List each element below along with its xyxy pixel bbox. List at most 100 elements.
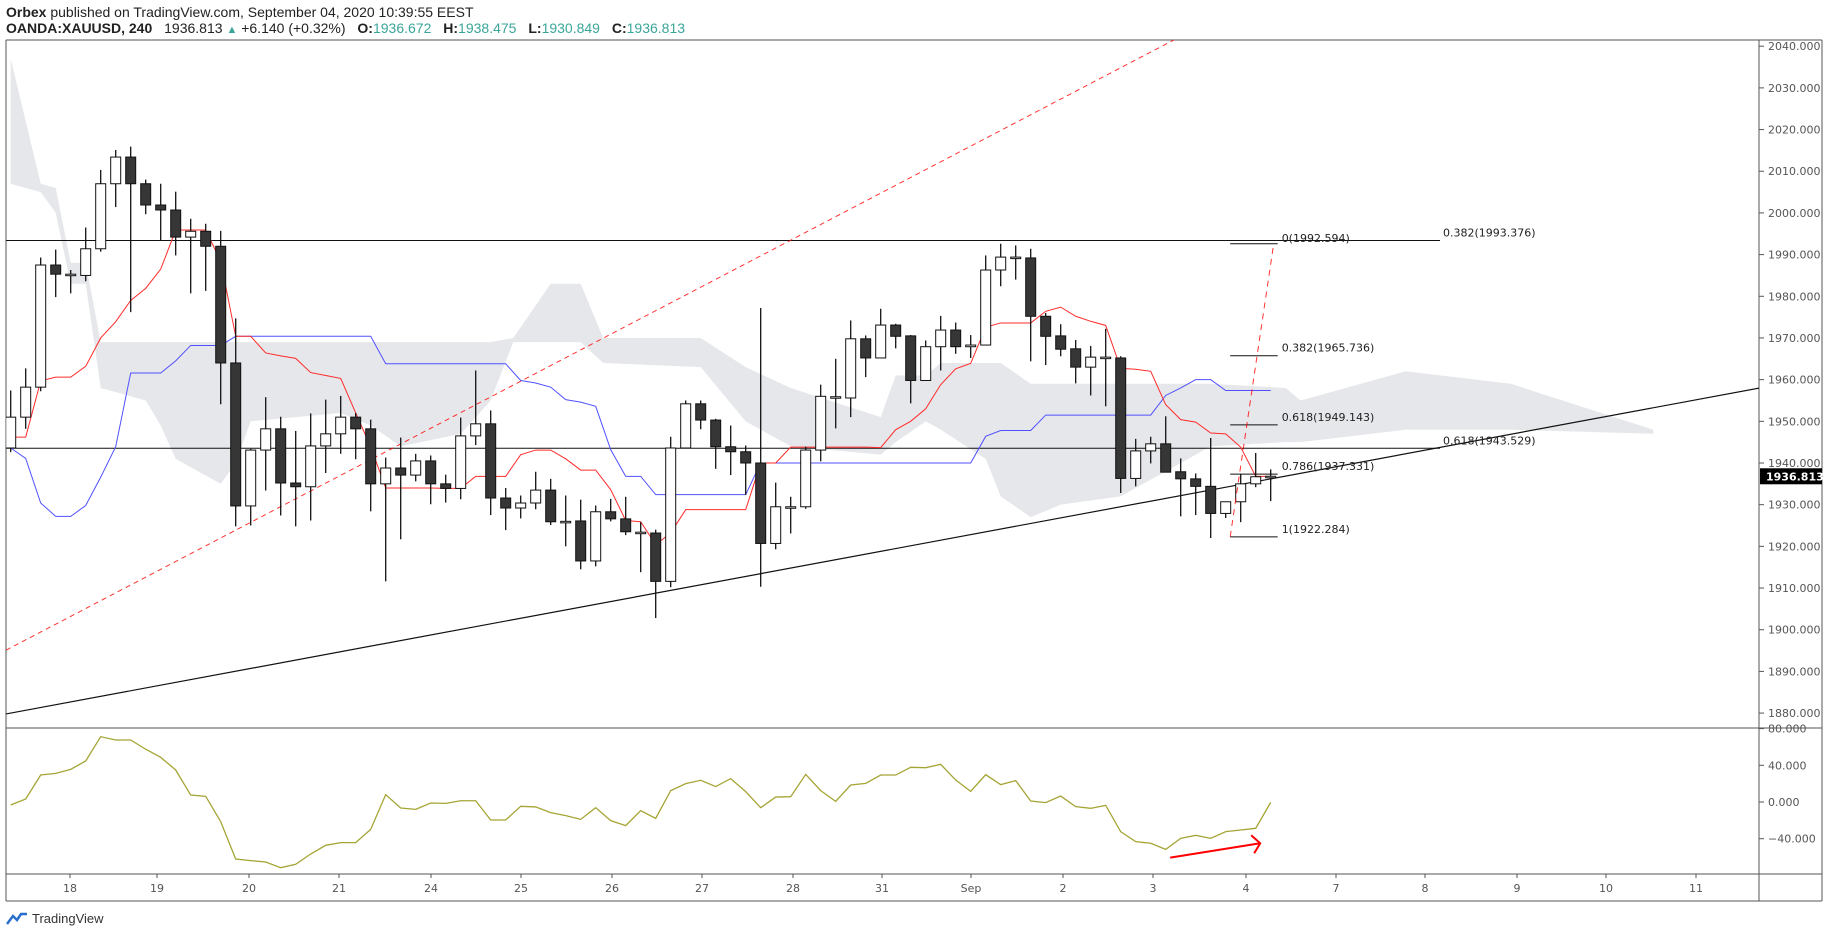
candle <box>200 223 212 291</box>
price-axis-label: 2010.000 <box>1768 165 1821 178</box>
time-axis-label: 20 <box>242 882 256 895</box>
symbol-legend: OANDA:XAUUSD, 240 1936.813 ▲ +6.140 (+0.… <box>6 20 685 36</box>
candle <box>320 399 332 474</box>
price-axis-label: 1930.000 <box>1768 499 1821 512</box>
candle-body <box>200 230 212 247</box>
candle <box>110 149 122 208</box>
candle <box>80 227 92 282</box>
candle-body <box>125 156 137 185</box>
candle-body <box>1175 471 1187 480</box>
time-axis-label: 9 <box>1514 882 1521 895</box>
candle-body <box>1205 485 1217 514</box>
candle <box>1235 473 1247 523</box>
candle-body <box>1160 443 1172 473</box>
price-axis-label: 1920.000 <box>1768 540 1821 553</box>
high-label: H: <box>443 20 459 36</box>
candle <box>980 255 992 346</box>
candle-body <box>680 403 692 449</box>
candle <box>185 218 197 294</box>
candle <box>1190 473 1202 516</box>
time-axis-label: 7 <box>1333 882 1340 895</box>
candle <box>1145 436 1157 464</box>
candle-body <box>35 264 47 388</box>
candle <box>890 323 902 349</box>
candle-body <box>1040 315 1052 337</box>
candle <box>965 335 977 358</box>
candle <box>260 397 272 491</box>
candle-body <box>1190 478 1202 487</box>
candle-body <box>455 435 467 489</box>
candle <box>1250 452 1262 488</box>
candle <box>275 416 287 516</box>
candle <box>365 419 377 512</box>
candle <box>125 146 137 313</box>
symbol-name[interactable]: OANDA:XAUUSD, 240 <box>6 20 153 36</box>
time-axis-label: 26 <box>605 882 619 895</box>
candle <box>785 496 797 534</box>
price-axis-label: 2000.000 <box>1768 207 1821 220</box>
candle <box>605 498 617 522</box>
price-axis-label: 1970.000 <box>1768 332 1821 345</box>
fib-level-label: 0.786(1937.331) <box>1282 460 1375 473</box>
candle <box>560 495 572 547</box>
candle <box>920 340 932 381</box>
oscillator-pane[interactable] <box>10 735 1272 869</box>
candle-body <box>20 386 32 418</box>
candle-body <box>95 183 107 250</box>
fib-level-label: 0.382(1965.736) <box>1282 342 1375 355</box>
time-axis-label: 24 <box>424 882 438 895</box>
candle-body <box>215 245 227 364</box>
candle-body <box>785 506 797 509</box>
tradingview-logo[interactable]: TradingView <box>6 911 104 926</box>
open-label: O: <box>357 20 373 36</box>
candle <box>710 418 722 469</box>
candle-body <box>875 324 887 359</box>
candle <box>410 453 422 482</box>
arrow-head-icon <box>1250 834 1262 854</box>
time-axis-label: Sep <box>961 882 982 895</box>
candle <box>680 400 692 449</box>
candle-body <box>530 489 542 504</box>
osc-axis-label: 0.000 <box>1768 796 1800 809</box>
candle <box>1040 312 1052 366</box>
candle-body <box>590 511 602 562</box>
candle <box>425 455 437 505</box>
candle-body <box>800 449 812 508</box>
price-pane[interactable] <box>6 40 1760 715</box>
time-axis-label: 19 <box>150 882 164 895</box>
price-change: +6.140 (+0.32%) <box>241 20 346 36</box>
candle <box>530 471 542 510</box>
fib-level-label: 1(1922.284) <box>1282 523 1350 536</box>
candle-body <box>950 329 962 348</box>
candle-body <box>350 416 362 430</box>
candle-body <box>1025 257 1037 317</box>
candle-body <box>845 338 857 399</box>
candle <box>770 482 782 550</box>
candle <box>590 505 602 567</box>
candle <box>395 437 407 540</box>
price-axis-label: 1880.000 <box>1768 707 1821 720</box>
candle <box>6 390 17 453</box>
candle <box>950 322 962 354</box>
candle-body <box>905 335 917 381</box>
price-axis-label: 2040.000 <box>1768 40 1821 53</box>
candle-body <box>935 329 947 348</box>
candle-body <box>560 520 572 524</box>
candle <box>155 183 167 241</box>
candle-body <box>230 362 242 507</box>
oscillator-line <box>10 735 1272 869</box>
candle-body <box>470 423 482 437</box>
candle <box>485 410 497 516</box>
candle <box>140 179 152 215</box>
candle <box>830 358 842 429</box>
candle-body <box>1115 357 1127 479</box>
candle-body <box>695 403 707 421</box>
candle <box>995 243 1007 287</box>
candle <box>860 335 872 378</box>
candle <box>1055 324 1067 357</box>
candle <box>1070 340 1082 384</box>
time-axis-label: 2 <box>1060 882 1067 895</box>
candle <box>1130 438 1142 487</box>
candle-body <box>995 256 1007 271</box>
